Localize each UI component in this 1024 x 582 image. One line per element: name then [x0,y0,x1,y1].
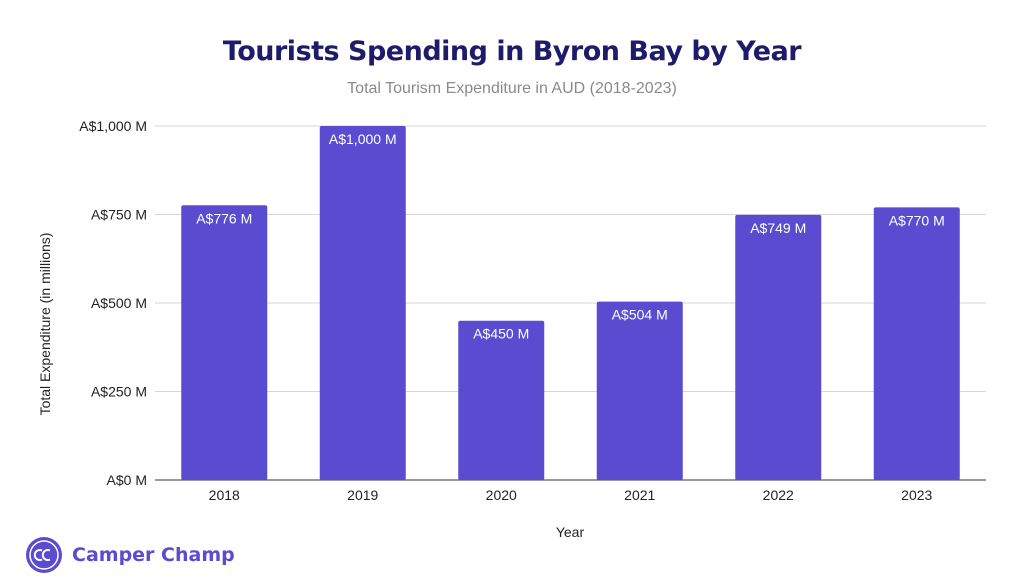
x-tick-label: 2022 [763,487,794,503]
bar [319,126,406,480]
data-label: A$1,000 M [329,131,397,147]
chart-title: Tourists Spending in Byron Bay by Year [222,36,802,67]
y-tick-label: A$1,000 M [79,118,147,134]
logo-icon [29,540,59,570]
y-tick-label: A$250 M [91,384,147,400]
x-tick-label: 2019 [347,487,378,503]
bar [735,214,822,480]
x-tick-label: 2021 [624,487,655,503]
y-axis-title: Total Expenditure (in millions) [37,233,53,416]
y-tick-label: A$750 M [91,207,147,223]
bar [596,301,683,480]
data-label: A$504 M [612,307,668,323]
x-axis-title: Year [556,524,585,540]
camper-champ-logo [26,537,62,573]
chart-subtitle: Total Tourism Expenditure in AUD (2018-2… [347,80,677,97]
data-label: A$749 M [750,220,806,236]
brand: Camper Champ [26,535,235,575]
brand-name: Camper Champ [72,544,235,566]
x-tick-label: 2020 [486,487,517,503]
bar [458,320,545,480]
bar [873,207,960,481]
data-label: A$770 M [889,212,945,228]
y-tick-label: A$0 M [107,472,147,488]
data-label: A$450 M [473,326,529,342]
y-tick-label: A$500 M [91,295,147,311]
x-tick-label: 2023 [901,487,932,503]
bar [181,205,268,480]
data-label: A$776 M [196,210,252,226]
x-tick-label: 2018 [209,487,240,503]
